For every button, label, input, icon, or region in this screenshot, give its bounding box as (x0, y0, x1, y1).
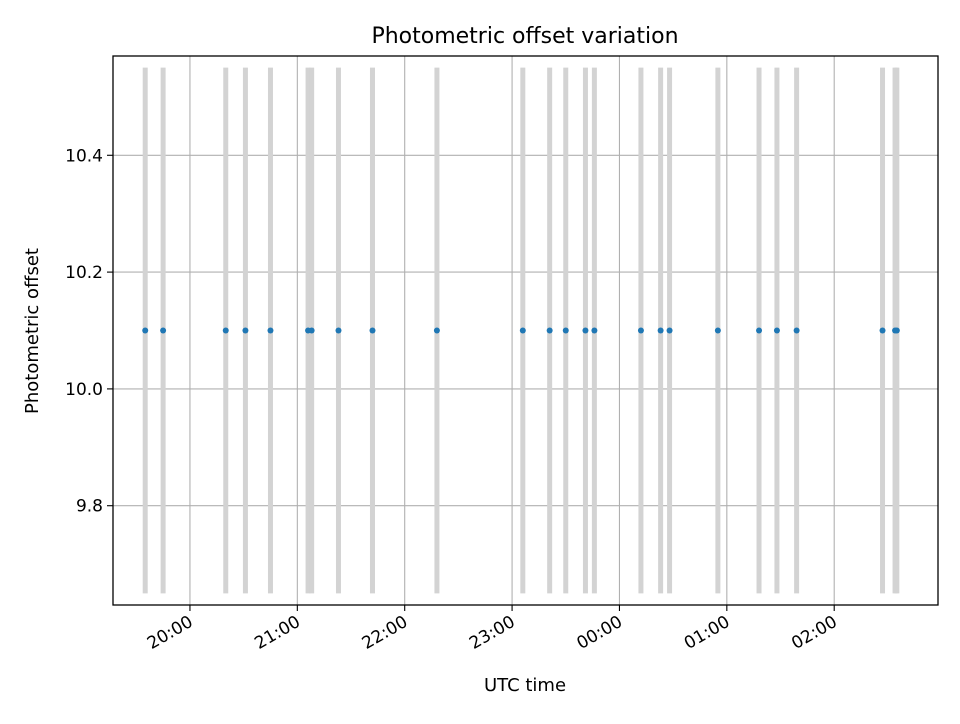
y-tick-label: 9.8 (76, 497, 103, 517)
data-point (308, 327, 315, 334)
data-point (793, 327, 800, 334)
data-points (142, 327, 900, 334)
data-point (519, 327, 526, 334)
data-point (879, 327, 886, 334)
plot-frame (112, 55, 939, 606)
data-point (582, 327, 589, 334)
data-point (335, 327, 342, 334)
data-point (242, 327, 249, 334)
y-axis-label: Photometric offset (22, 248, 43, 414)
data-point (714, 327, 721, 334)
data-point (591, 327, 598, 334)
y-tick-label: 10.0 (65, 380, 103, 400)
data-point (433, 327, 440, 334)
chart-title: Photometric offset variation (371, 24, 678, 49)
data-point (222, 327, 229, 334)
data-point (657, 327, 664, 334)
data-point (666, 327, 673, 334)
x-axis-label: UTC time (484, 675, 566, 696)
y-tick-label: 10.2 (65, 263, 103, 283)
data-point (142, 327, 149, 334)
data-point (756, 327, 763, 334)
y-tick-label: 10.4 (65, 146, 103, 166)
data-point (637, 327, 644, 334)
data-point (893, 327, 900, 334)
grid-lines (113, 56, 938, 605)
data-point (369, 327, 376, 334)
data-point (546, 327, 553, 334)
data-point (562, 327, 569, 334)
data-point (773, 327, 780, 334)
data-point (267, 327, 274, 334)
data-point (160, 327, 167, 334)
